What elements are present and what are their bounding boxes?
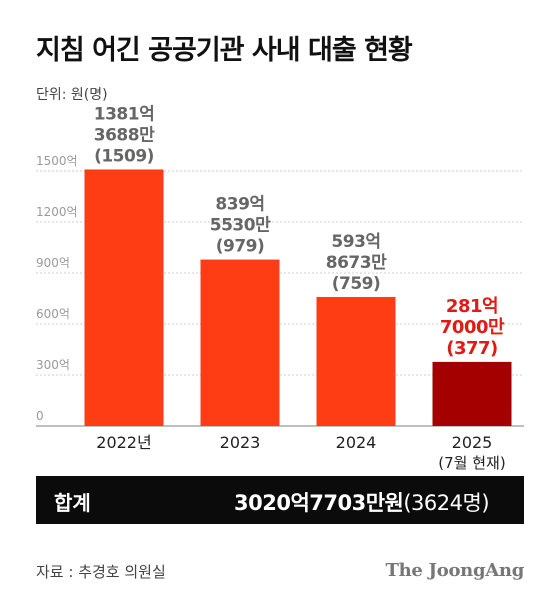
y-tick-label: 300억	[36, 358, 70, 372]
data-label: 593억	[331, 232, 380, 252]
bar	[316, 296, 396, 426]
data-label: 839억	[215, 195, 264, 215]
bar	[432, 361, 512, 426]
y-tick-label: 1500억	[36, 154, 78, 168]
x-tick-label: 2025	[452, 433, 493, 452]
y-tick-label: 600억	[36, 307, 70, 321]
x-tick-label: 2022년	[96, 433, 151, 452]
data-label: (1509)	[94, 146, 154, 166]
x-tick-note: (7월 현재)	[438, 454, 505, 470]
data-label: (377)	[446, 338, 498, 359]
data-label: 8673만	[326, 253, 387, 273]
data-label: 1381억	[94, 104, 154, 124]
x-tick-label: 2024	[336, 433, 377, 452]
data-label: (759)	[332, 274, 381, 294]
y-tick-label: 1200억	[36, 205, 78, 219]
source-note: 자료 : 추경호 의원실	[36, 563, 166, 581]
chart-title: 지침 어긴 공공기관 사내 대출 현황	[36, 35, 413, 66]
data-label: 3688만	[94, 125, 155, 145]
total-value: 3020억7703만원(3624명)	[234, 487, 490, 517]
brand-logo: The JoongAng	[385, 560, 525, 581]
y-tick-label: 900억	[36, 256, 70, 270]
bar	[84, 169, 164, 426]
data-label: 281억	[446, 296, 498, 317]
y-tick-label: 0	[36, 409, 44, 423]
data-label: (979)	[216, 237, 265, 257]
unit-label: 단위: 원(명)	[36, 87, 108, 103]
data-label: 5530만	[210, 216, 271, 236]
bars	[84, 169, 512, 426]
total-banner: 합계 3020억7703만원(3624명)	[36, 476, 524, 524]
total-people: (3624명)	[403, 491, 490, 515]
bar	[200, 259, 280, 426]
bar-chart: 0 300억 600억 900억 1200억 1500억 1381억3688만(1509)…	[36, 104, 524, 470]
data-label: 7000만	[440, 317, 505, 338]
y-axis-labels: 0 300억 600억 900억 1200억 1500억	[36, 154, 78, 423]
total-label: 합계	[54, 491, 91, 515]
x-tick-label: 2023	[220, 433, 261, 452]
total-amount: 3020억7703만원	[234, 491, 404, 515]
x-axis-labels: 2022년 2023 2024 2025 (7월 현재)	[96, 433, 505, 470]
